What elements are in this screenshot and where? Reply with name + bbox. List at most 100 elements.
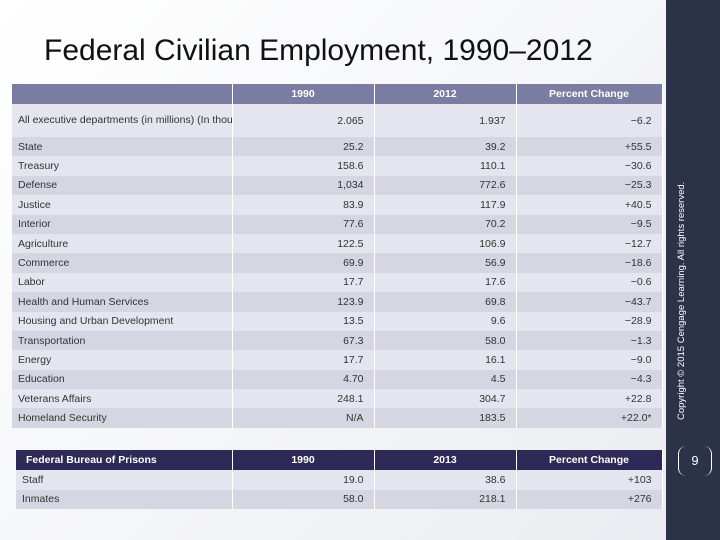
value-2012: 56.9 (374, 253, 517, 273)
table-row: Interior 77.6 70.2 −9.5 (12, 214, 663, 234)
percent-change: +103 (516, 470, 663, 490)
table-row: All executive departments (in millions) … (12, 104, 663, 137)
percent-change: −25.3 (516, 175, 663, 196)
percent-change: +40.5 (516, 195, 663, 215)
value-1990: 123.9 (232, 292, 375, 312)
table-row: Commerce 69.9 56.9 −18.6 (12, 253, 663, 273)
value-1990: 69.9 (232, 253, 375, 273)
table-row: Health and Human Services 123.9 69.8 −43… (12, 292, 663, 312)
percent-change: −6.2 (516, 104, 663, 137)
category-name: Inmates (16, 489, 233, 509)
department-name: Homeland Security (12, 408, 233, 428)
table-row: Homeland Security N/A 183.5 +22.0* (12, 408, 663, 428)
department-name: All executive departments (in millions) … (12, 104, 233, 137)
header-percent-change: Percent Change (516, 450, 663, 470)
value-1990: 248.1 (232, 389, 375, 409)
value-1990: 1,034 (232, 175, 375, 196)
table-row: Veterans Affairs 248.1 304.7 +22.8 (12, 389, 663, 409)
value-2012: 110.1 (374, 156, 517, 176)
value-2012: 304.7 (374, 389, 517, 409)
percent-change: −43.7 (516, 292, 663, 312)
value-1990: 58.0 (232, 489, 375, 509)
category-name: Staff (16, 470, 233, 490)
value-1990: 19.0 (232, 470, 375, 490)
department-name: Housing and Urban Development (12, 311, 233, 331)
value-2012: 16.1 (374, 350, 517, 370)
value-2012: 9.6 (374, 311, 517, 331)
value-1990: 122.5 (232, 233, 375, 254)
percent-change: +276 (516, 489, 663, 509)
header-2012: 2012 (374, 84, 517, 104)
table-header-row: Federal Bureau of Prisons 1990 2013 Perc… (16, 450, 663, 470)
value-2012: 772.6 (374, 175, 517, 196)
value-2012: 106.9 (374, 233, 517, 254)
percent-change: +22.8 (516, 389, 663, 409)
value-2013: 218.1 (374, 489, 517, 509)
value-1990: 17.7 (232, 350, 375, 370)
value-1990: 4.70 (232, 369, 375, 390)
department-name: Health and Human Services (12, 292, 233, 312)
value-2012: 70.2 (374, 214, 517, 234)
table-row: Inmates 58.0 218.1 +276 (16, 489, 663, 509)
table-row: Education 4.70 4.5 −4.3 (12, 369, 663, 390)
prisons-table: Federal Bureau of Prisons 1990 2013 Perc… (16, 450, 663, 509)
percent-change: −28.9 (516, 311, 663, 331)
table-row: Defense 1,034 772.6 −25.3 (12, 175, 663, 196)
header-percent-change: Percent Change (516, 84, 663, 104)
value-1990: 67.3 (232, 330, 375, 351)
percent-change: +22.0* (516, 408, 663, 428)
table-row: Agriculture 122.5 106.9 −12.7 (12, 233, 663, 254)
table-row: Housing and Urban Development 13.5 9.6 −… (12, 311, 663, 331)
table-row: Labor 17.7 17.6 −0.6 (12, 272, 663, 293)
percent-change: +55.5 (516, 137, 663, 157)
value-1990: 13.5 (232, 311, 375, 331)
department-name: Transportation (12, 330, 233, 351)
value-2012: 17.6 (374, 272, 517, 293)
percent-change: −18.6 (516, 253, 663, 273)
percent-change: −9.5 (516, 214, 663, 234)
table-row: Transportation 67.3 58.0 −1.3 (12, 330, 663, 351)
header-bureau: Federal Bureau of Prisons (16, 450, 233, 470)
percent-change: −9.0 (516, 350, 663, 370)
header-department (12, 84, 233, 104)
department-name: Treasury (12, 156, 233, 176)
table-row: Staff 19.0 38.6 +103 (16, 470, 663, 490)
value-2012: 183.5 (374, 408, 517, 428)
department-name: State (12, 137, 233, 157)
value-1990: 17.7 (232, 272, 375, 293)
department-name: Education (12, 369, 233, 390)
table-row: State 25.2 39.2 +55.5 (12, 137, 663, 157)
table-row: Treasury 158.6 110.1 −30.6 (12, 156, 663, 176)
department-name: Energy (12, 350, 233, 370)
department-name: Interior (12, 214, 233, 234)
value-1990: 83.9 (232, 195, 375, 215)
value-2012: 58.0 (374, 330, 517, 351)
department-name: Labor (12, 272, 233, 293)
table-row: Justice 83.9 117.9 +40.5 (12, 195, 663, 215)
department-name: Defense (12, 175, 233, 196)
percent-change: −30.6 (516, 156, 663, 176)
table-row: Energy 17.7 16.1 −9.0 (12, 350, 663, 370)
value-1990: 2.065 (232, 104, 375, 137)
percent-change: −4.3 (516, 369, 663, 390)
value-1990: 77.6 (232, 214, 375, 234)
value-2012: 117.9 (374, 195, 517, 215)
slide-title: Federal Civilian Employment, 1990–2012 (44, 34, 593, 67)
header-1990: 1990 (232, 450, 375, 470)
value-2013: 38.6 (374, 470, 517, 490)
department-name: Justice (12, 195, 233, 215)
table-header-row: 1990 2012 Percent Change (12, 84, 663, 104)
percent-change: −1.3 (516, 330, 663, 351)
value-2012: 4.5 (374, 369, 517, 390)
page-number: 9 (678, 446, 712, 476)
copyright-notice: Copyright © 2015 Cengage Learning. All r… (676, 181, 687, 420)
value-1990: N/A (232, 408, 375, 428)
value-1990: 158.6 (232, 156, 375, 176)
department-name: Commerce (12, 253, 233, 273)
percent-change: −0.6 (516, 272, 663, 293)
employment-table: 1990 2012 Percent Change All executive d… (12, 84, 663, 428)
header-1990: 1990 (232, 84, 375, 104)
header-2013: 2013 (374, 450, 517, 470)
value-1990: 25.2 (232, 137, 375, 157)
value-2012: 1.937 (374, 104, 517, 137)
